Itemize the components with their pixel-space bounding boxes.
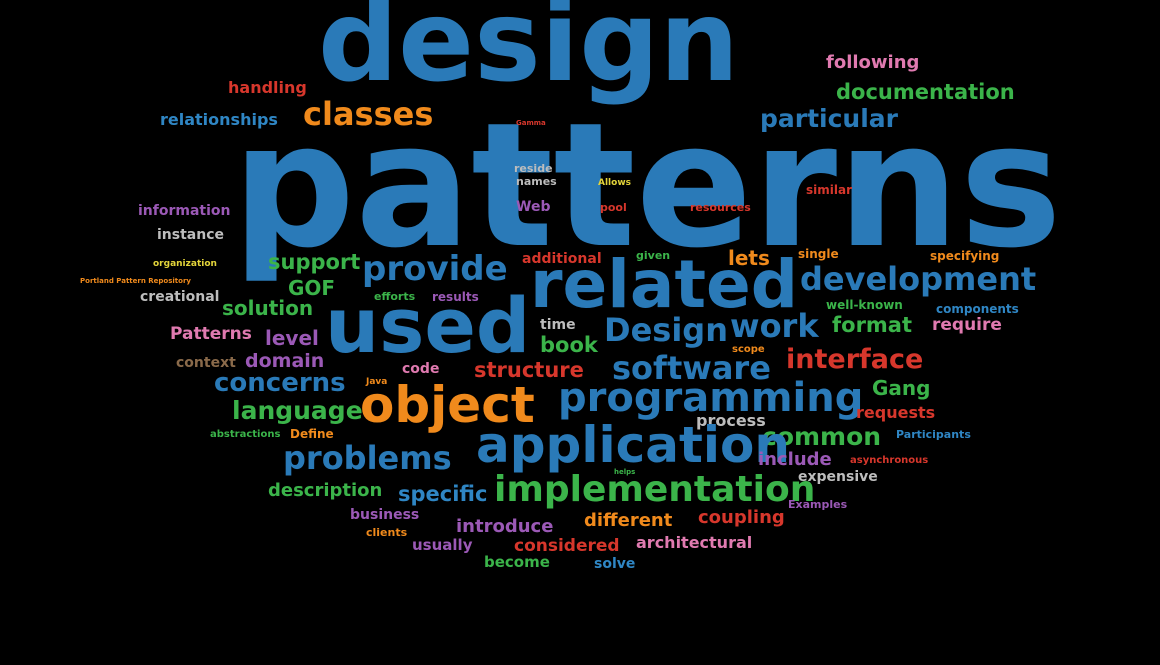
word-web: Web (516, 199, 551, 215)
word-include: include (758, 449, 832, 470)
word-helps: helps (614, 468, 636, 476)
word-code: code (402, 361, 440, 377)
word-require: require (932, 315, 1002, 335)
word-pool: pool (600, 201, 627, 214)
word-specifying: specifying (930, 249, 1000, 263)
word-development: development (800, 260, 1037, 298)
word-reside: reside (514, 162, 553, 175)
word-information: information (138, 203, 231, 219)
word-creational: creational (140, 289, 220, 305)
word-introduce: introduce (456, 516, 554, 537)
word-examples: Examples (788, 498, 848, 511)
word-solve: solve (594, 556, 636, 572)
word-given: given (636, 249, 671, 262)
word-documentation: documentation (836, 80, 1015, 104)
word-similar: similar (806, 183, 853, 197)
word-software: software (612, 349, 771, 387)
word-level: level (265, 326, 319, 350)
word-solution: solution (222, 296, 314, 320)
word-implementation: implementation (494, 469, 816, 510)
word-scope: scope (732, 344, 765, 355)
word-process: process (696, 411, 766, 430)
word-programming: programming (558, 375, 864, 421)
word-patterns-2: Patterns (170, 324, 252, 344)
word-problems: problems (283, 439, 452, 477)
word-components: components (936, 302, 1019, 316)
word-related: related (530, 246, 799, 323)
word-different: different (584, 510, 673, 531)
word-support: support (268, 250, 361, 274)
word-particular: particular (760, 104, 899, 133)
word-design: design (318, 0, 740, 107)
word-structure: structure (474, 358, 584, 382)
word-organization: organization (153, 259, 217, 269)
word-business: business (350, 507, 420, 523)
word-design-2: Design (604, 311, 728, 349)
word-efforts: efforts (374, 290, 416, 303)
word-portland-pattern-repository: Portland Pattern Repository (80, 277, 191, 285)
word-context: context (176, 355, 236, 371)
word-description: description (268, 480, 383, 501)
word-handling: handling (228, 78, 307, 97)
word-architectural: architectural (636, 533, 753, 552)
word-resources: resources (690, 201, 751, 214)
word-lets: lets (728, 246, 770, 270)
word-domain: domain (245, 350, 325, 372)
word-following: following (826, 52, 920, 73)
word-participants: Participants (896, 428, 971, 441)
word-results: results (432, 290, 479, 304)
word-coupling: coupling (698, 507, 785, 528)
word-instance: instance (157, 227, 224, 243)
word-book: book (540, 333, 598, 357)
word-concerns: concerns (214, 368, 346, 398)
word-define: Define (290, 427, 334, 441)
word-specific: specific (398, 482, 488, 506)
word-requests: requests (856, 403, 936, 422)
word-single: single (798, 247, 839, 261)
word-language: language (232, 396, 363, 425)
word-interface: interface (786, 344, 924, 375)
word-classes: classes (303, 95, 434, 133)
word-used: used (325, 281, 531, 370)
word-abstractions: abstractions (210, 429, 281, 440)
word-format: format (832, 313, 913, 337)
word-gamma: Gamma (516, 119, 546, 127)
word-additional: additional (522, 251, 602, 267)
word-relationships: relationships (160, 110, 278, 129)
word-java: Java (366, 377, 388, 387)
word-expensive: expensive (798, 469, 878, 485)
word-time: time (540, 317, 576, 333)
word-clients: clients (366, 526, 408, 539)
word-provide: provide (362, 249, 508, 289)
word-gang: Gang (872, 376, 931, 400)
word-application: application (476, 416, 790, 474)
word-gof: GOF (288, 276, 336, 300)
word-become: become (484, 553, 550, 571)
word-well-known: well-known (826, 298, 903, 312)
word-usually: usually (412, 536, 473, 554)
word-allows: Allows (598, 178, 631, 188)
word-work: work (730, 307, 819, 345)
word-common: common (762, 422, 882, 451)
word-considered: considered (514, 536, 620, 556)
word-names: names (516, 175, 557, 188)
word-object: object (360, 376, 535, 434)
word-patterns: patterns (232, 85, 1062, 286)
word-asynchronous: asynchronous (850, 455, 929, 466)
